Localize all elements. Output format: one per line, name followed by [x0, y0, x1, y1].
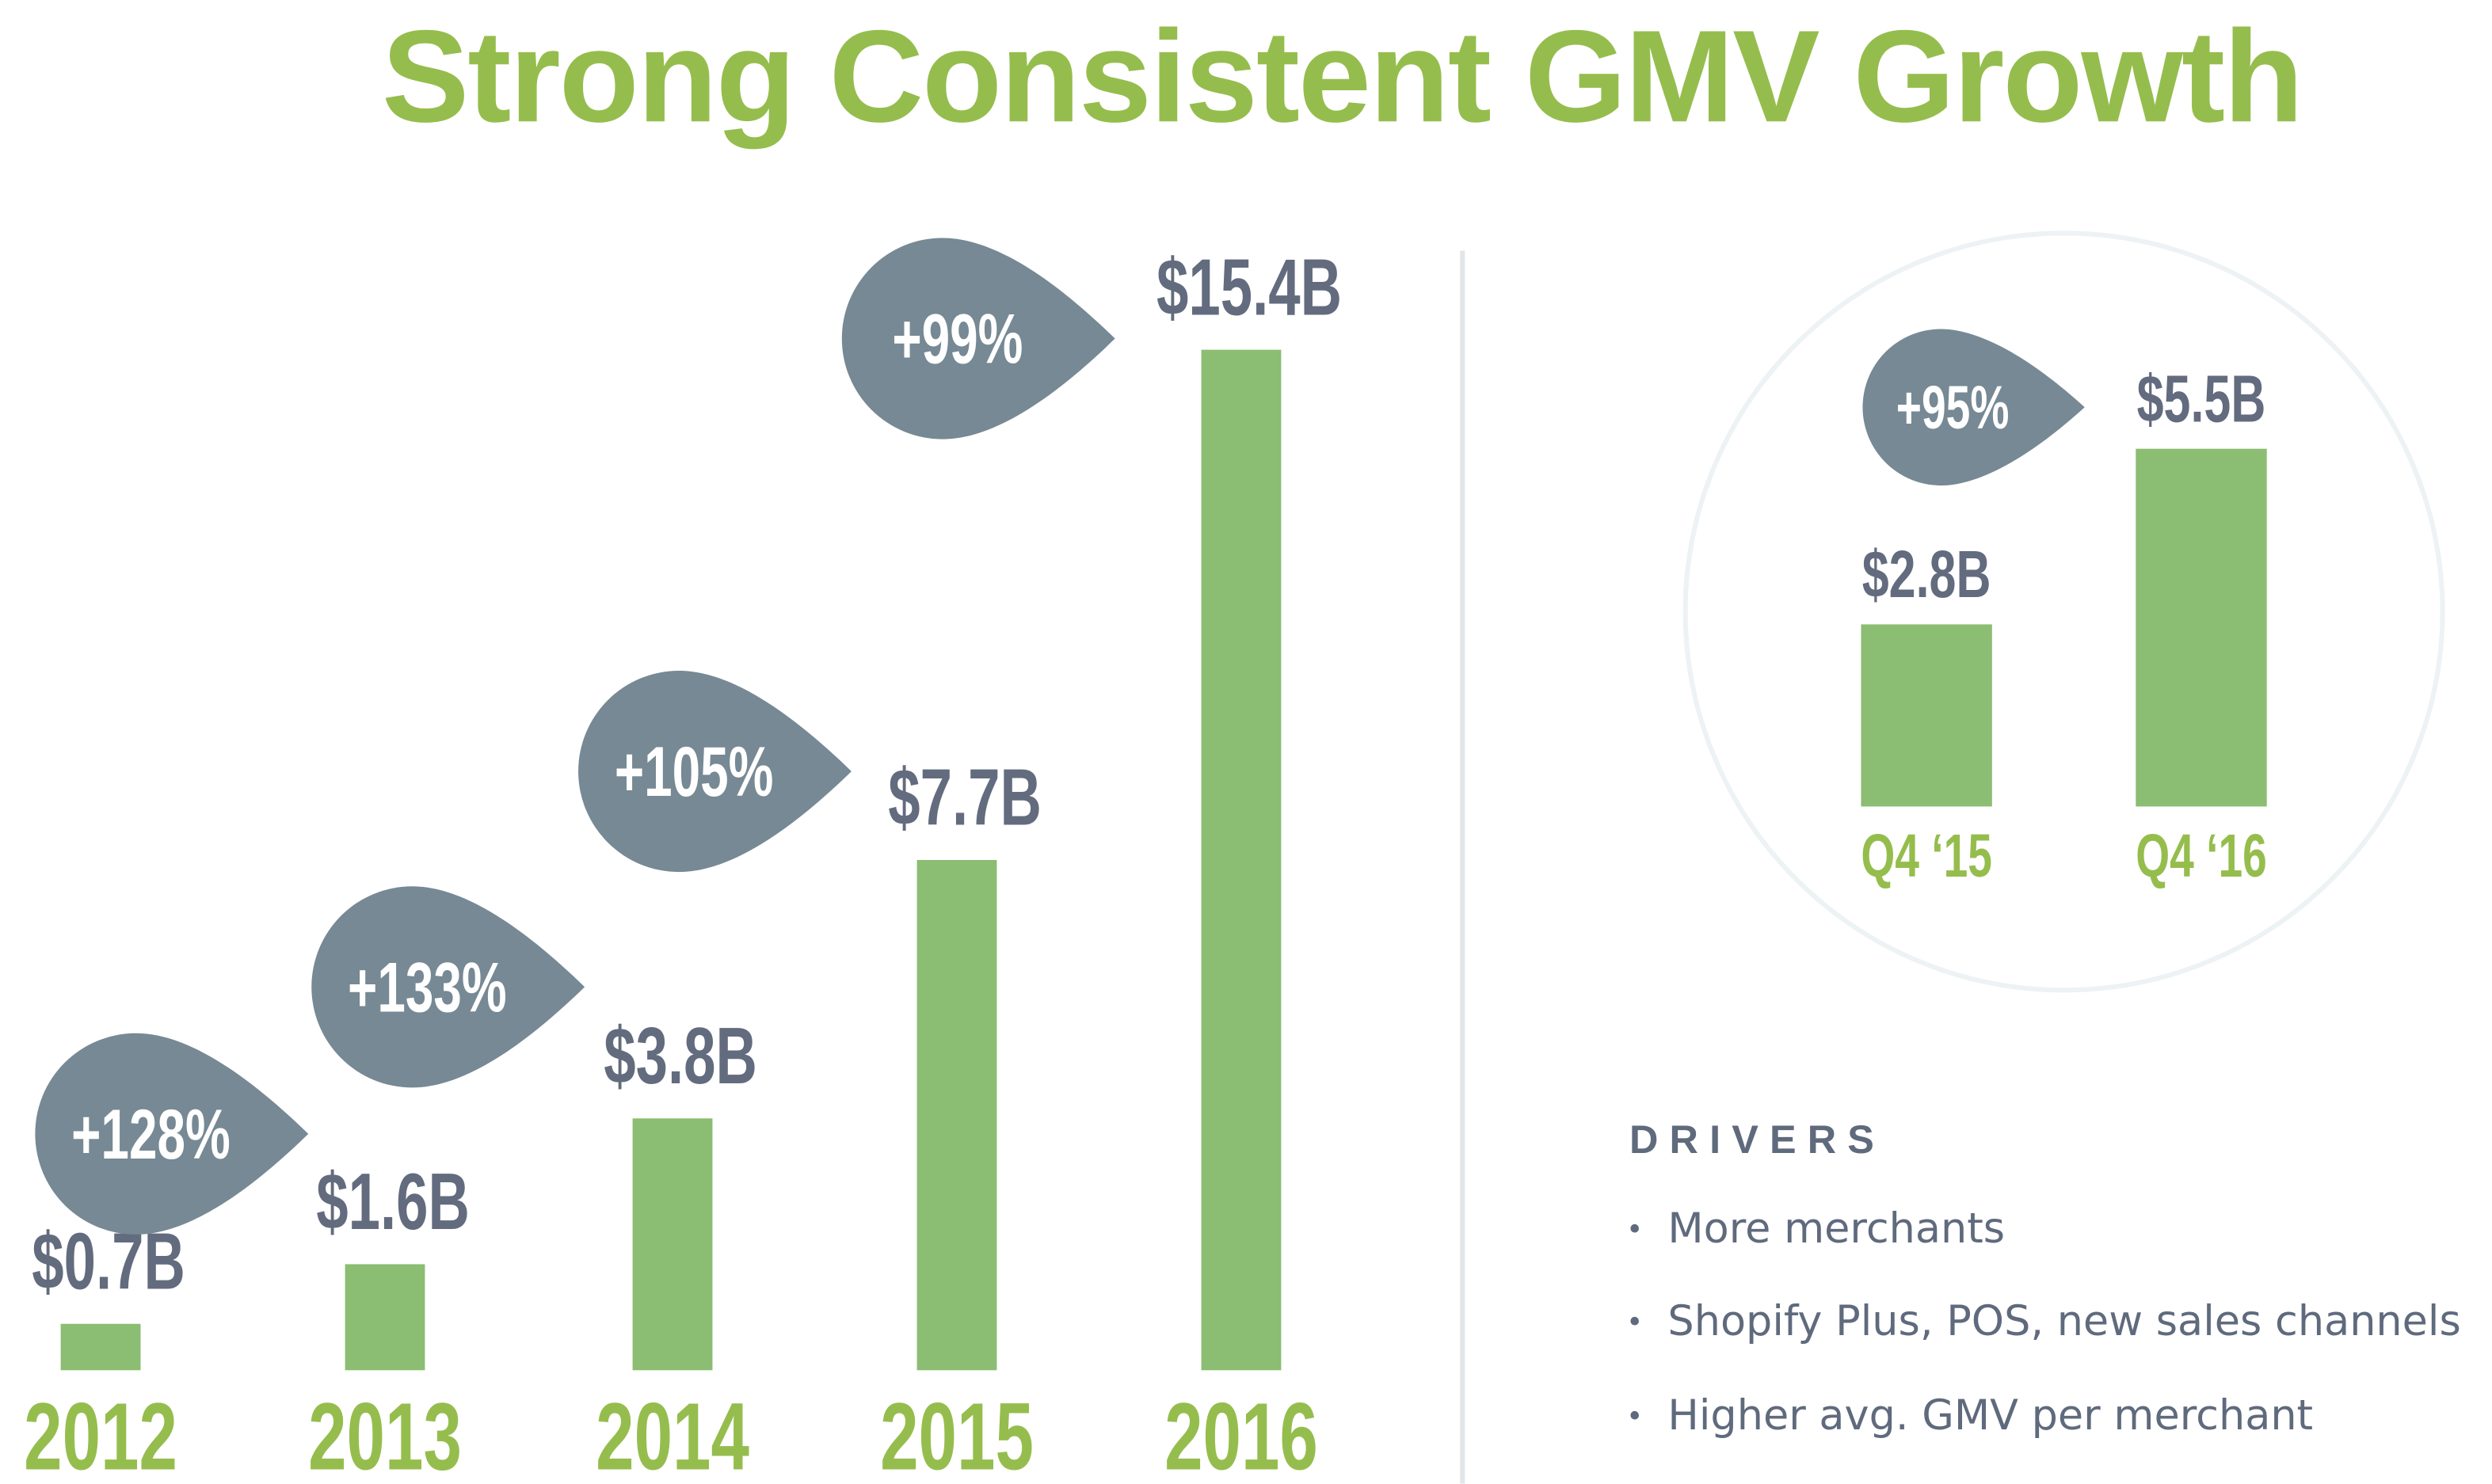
q-growth-drop	[1862, 329, 2085, 486]
year-label-2015: 2015	[880, 1383, 1034, 1483]
driver-item: • Shopify Plus, POS, new sales channels	[1626, 1299, 2461, 1347]
value-label-2014: $3.8B	[604, 1010, 757, 1101]
q-category-label-0: Q4 ‘15	[1861, 823, 1992, 890]
year-label-2016: 2016	[1164, 1383, 1318, 1483]
q-bar-0	[1861, 624, 1992, 807]
driver-text: Shopify Plus, POS, new sales channels	[1667, 1298, 2461, 1347]
bar-2016	[1201, 349, 1282, 1371]
growth-drop	[841, 238, 1115, 439]
driver-text: More merchants	[1667, 1205, 2006, 1254]
drivers-heading: DRIVERS	[1629, 1117, 1885, 1163]
page-title: Strong Consistent GMV Growth	[382, 5, 2303, 150]
value-label-2013: $1.6B	[316, 1156, 470, 1246]
growth-drop-label: +105%	[615, 733, 774, 812]
bar-2013	[345, 1264, 425, 1371]
growth-drop-label: +128%	[71, 1096, 231, 1174]
q-bar-1	[2136, 448, 2267, 807]
driver-text: Higher avg. GMV per merchant	[1667, 1392, 2314, 1441]
driver-item: • More merchants	[1626, 1206, 2005, 1254]
bullet: •	[1626, 1213, 1644, 1248]
growth-drop-label: +133%	[348, 949, 507, 1027]
value-label-2015: $7.7B	[888, 752, 1042, 843]
q-growth-drop-label: +95%	[1896, 375, 2010, 442]
driver-item: • Higher avg. GMV per merchant	[1626, 1393, 2313, 1441]
bullet: •	[1626, 1306, 1644, 1341]
year-label-2014: 2014	[596, 1383, 749, 1483]
bar-2012	[60, 1323, 141, 1371]
year-label-2012: 2012	[24, 1383, 177, 1483]
q-value-label-1: $5.5B	[2137, 361, 2266, 436]
bullet: •	[1626, 1400, 1644, 1434]
bar-2015	[916, 859, 997, 1371]
bar-2014	[632, 1118, 713, 1371]
q-category-label-1: Q4 ‘16	[2136, 823, 2267, 890]
growth-drop-label: +99%	[892, 300, 1023, 379]
value-label-2016: $15.4B	[1156, 242, 1342, 332]
divider	[1460, 250, 1465, 1484]
growth-drop	[311, 886, 585, 1088]
growth-drop	[35, 1033, 309, 1235]
q-value-label-0: $2.8B	[1862, 536, 1991, 611]
year-label-2013: 2013	[308, 1383, 462, 1483]
highlight-circle	[1682, 230, 2445, 993]
growth-drop	[578, 671, 852, 873]
